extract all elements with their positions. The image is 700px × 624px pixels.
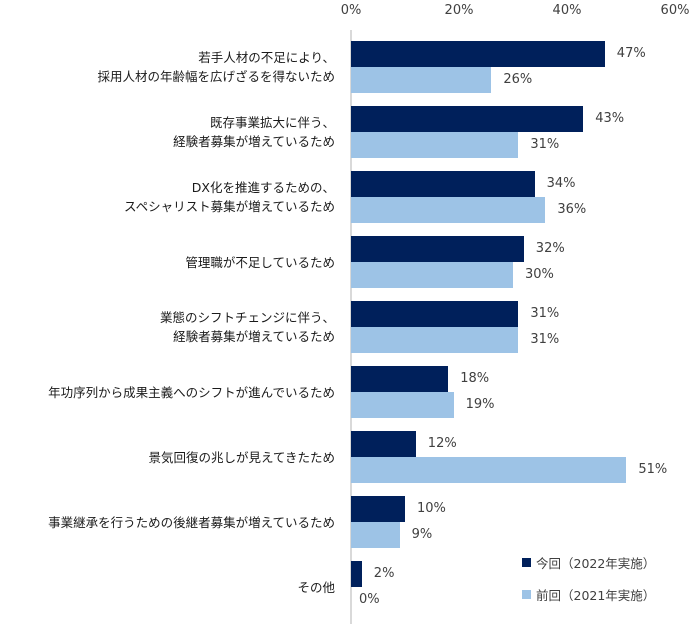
bar-current	[351, 171, 535, 197]
value-label-current: 10%	[417, 501, 446, 516]
legend-item-current: 今回（2022年実施）	[522, 546, 655, 578]
value-label-previous: 51%	[638, 462, 668, 477]
bar-current	[351, 366, 449, 392]
value-label-previous: 36%	[557, 202, 587, 217]
category-label-line: 景気回復の兆しが見えてきたため	[148, 449, 335, 465]
bar-previous	[351, 327, 519, 353]
legend-swatch-current	[522, 557, 531, 567]
value-label-current: 18%	[460, 371, 490, 386]
bar-current	[351, 301, 519, 327]
bar-current	[351, 236, 524, 262]
category-label-line: 若手人材の不足により、	[198, 50, 335, 65]
bar-previous	[351, 392, 454, 418]
legend: 今回（2022年実施） 前回（2021年実施）	[522, 546, 655, 610]
x-tick-label: 40%	[552, 3, 582, 18]
value-label-previous: 0%	[359, 592, 380, 607]
category-label: 若手人材の不足により、採用人材の年齢幅を広げざるを得ないため	[97, 48, 335, 86]
category-label-line: スペシャリスト募集が増えているため	[123, 199, 335, 214]
bar-previous	[351, 132, 519, 158]
value-label-previous: 19%	[465, 397, 495, 412]
value-label-previous: 30%	[525, 267, 554, 282]
value-label-current: 31%	[530, 306, 560, 321]
category-label: その他	[297, 578, 335, 597]
category-label-line: 既存事業拡大に伴う、	[209, 115, 335, 130]
category-label: 管理職が不足しているため	[185, 253, 335, 272]
value-label-previous: 9%	[411, 527, 433, 542]
bar-current	[351, 561, 362, 587]
category-label-line: 経験者募集が増えているため	[173, 134, 335, 149]
bar-previous	[351, 262, 513, 288]
value-label-current: 12%	[427, 436, 457, 451]
category-label-line: 事業継承を行うための後継者募集が増えているため	[48, 514, 335, 530]
legend-label-current: 今回（2022年実施）	[536, 555, 656, 571]
x-tick-label: 60%	[660, 3, 690, 18]
category-label-line: 採用人材の年齢幅を広げざるを得ないため	[97, 69, 335, 84]
bar-previous	[351, 67, 492, 93]
value-label-current: 47%	[616, 46, 646, 61]
category-label: 景気回復の兆しが見えてきたため	[148, 448, 335, 467]
value-label-previous: 31%	[530, 332, 560, 347]
bar-current	[351, 431, 416, 457]
category-label-line: 年功序列から成果主義へのシフトが進んでいるため	[48, 384, 335, 400]
category-label-line: 業態のシフトチェンジに伴う、	[159, 310, 335, 325]
value-label-current: 34%	[546, 176, 576, 191]
category-label: 業態のシフトチェンジに伴う、経験者募集が増えているため	[160, 308, 335, 346]
bar-previous	[351, 197, 546, 223]
category-label-line: DX化を推進するための、	[191, 180, 335, 195]
category-label-line: その他	[297, 579, 335, 595]
category-label: 既存事業拡大に伴う、経験者募集が増えているため	[173, 113, 335, 151]
bar-previous	[351, 522, 400, 548]
bar-previous	[351, 457, 627, 483]
x-tick-label: 0%	[340, 3, 362, 18]
bar-current	[351, 496, 405, 522]
x-tick-label: 20%	[444, 3, 474, 18]
category-label: 年功序列から成果主義へのシフトが進んでいるため	[48, 383, 335, 402]
value-label-current: 2%	[373, 566, 395, 581]
category-label-line: 経験者募集が増えているため	[173, 329, 335, 344]
category-label: DX化を推進するための、スペシャリスト募集が増えているため	[124, 178, 335, 216]
legend-swatch-previous	[522, 589, 531, 599]
value-label-current: 43%	[595, 111, 625, 126]
bar-current	[351, 41, 605, 67]
legend-label-previous: 前回（2021年実施）	[536, 587, 656, 603]
category-label-line: 管理職が不足しているため	[185, 254, 335, 270]
value-label-previous: 31%	[530, 137, 560, 152]
category-label: 事業継承を行うための後継者募集が増えているため	[48, 513, 335, 532]
legend-item-previous: 前回（2021年実施）	[522, 578, 655, 610]
bar-current	[351, 106, 584, 132]
value-label-current: 32%	[535, 241, 565, 256]
value-label-previous: 26%	[503, 72, 533, 87]
